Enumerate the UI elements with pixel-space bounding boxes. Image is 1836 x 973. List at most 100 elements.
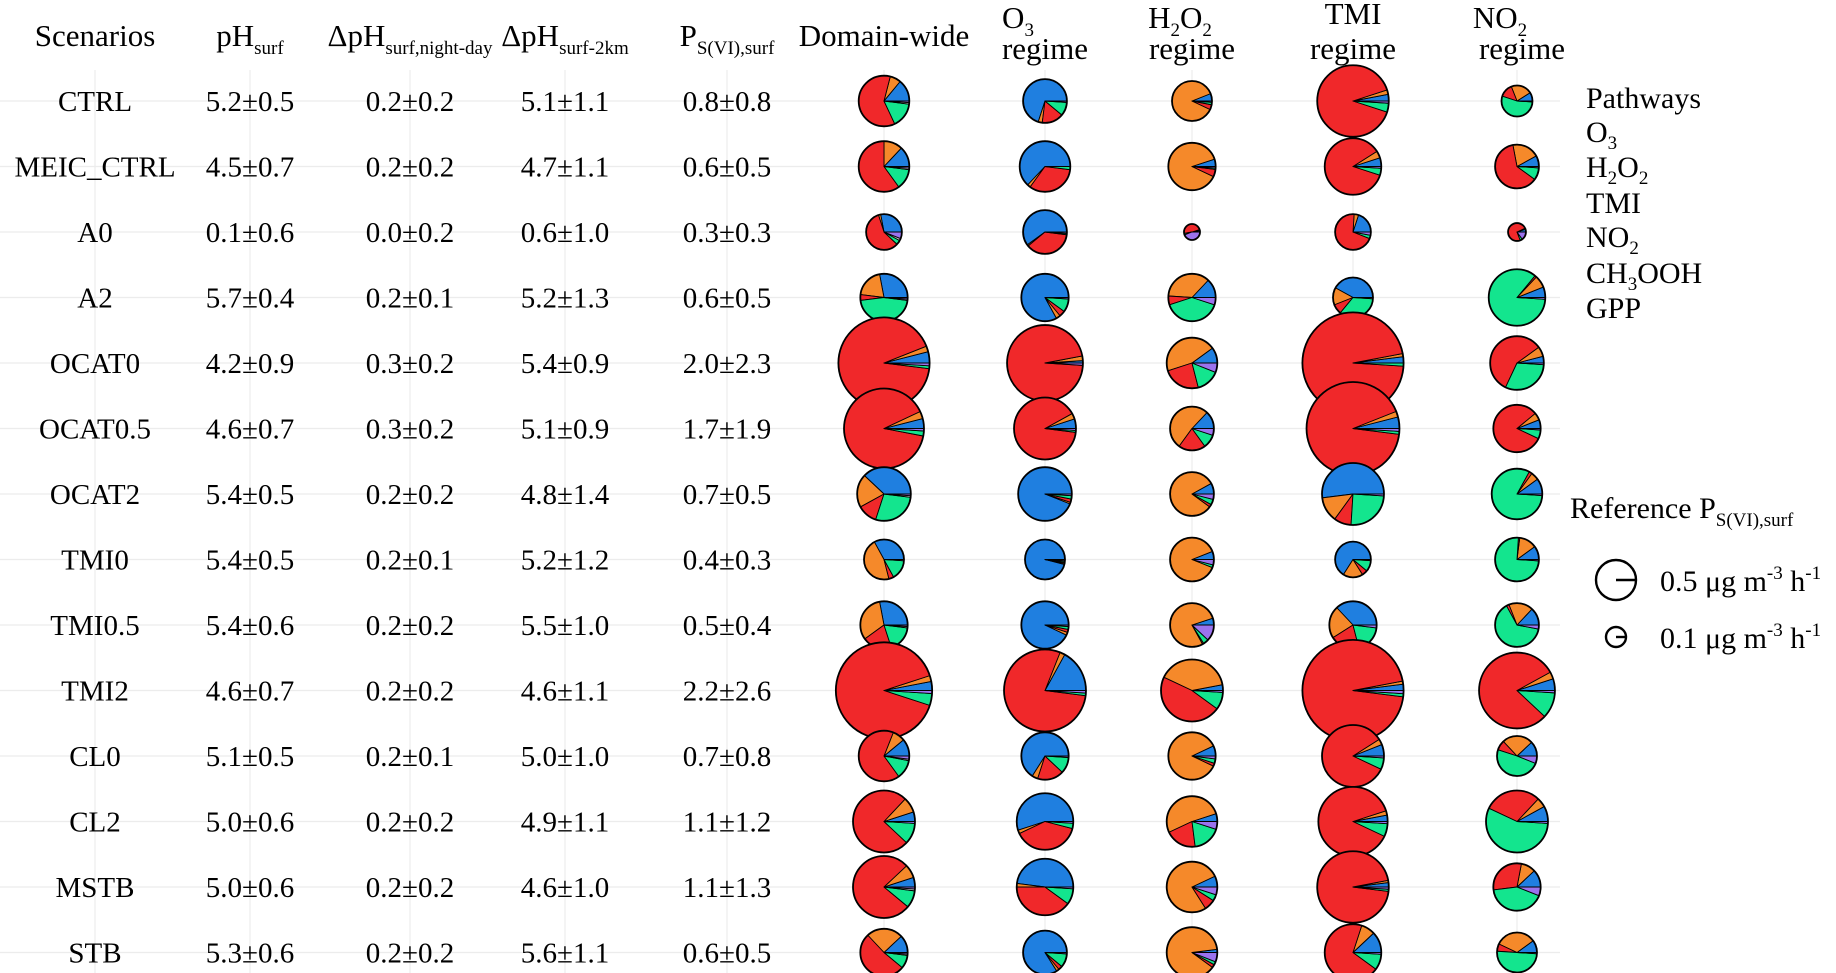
header-no2-regime-line1: NO2 [1473, 0, 1527, 41]
pie-no2-regime [1494, 602, 1540, 648]
cell-scenario: TMI2 [61, 676, 129, 708]
cell-dph-surf-2km: 5.1±1.1 [521, 86, 609, 118]
pie-domain-wide [859, 927, 909, 973]
table-row: OCAT0.5 4.6±0.7 0.3±0.2 5.1±0.9 1.7±1.9 [39, 381, 1542, 476]
pie-o3-regime [1017, 466, 1073, 522]
pie-domain-wide [843, 387, 925, 470]
cell-p-svi-surf: 0.8±0.8 [683, 86, 771, 118]
pie-domain-wide [857, 729, 911, 783]
legend-item-o3: O3 [1586, 116, 1617, 154]
pie-o3-regime [1020, 272, 1070, 323]
pie-domain-wide [863, 538, 905, 581]
pie-outline [1167, 141, 1217, 192]
pie-no2-regime [1485, 789, 1549, 854]
pie-outline [1334, 213, 1372, 251]
cell-scenario: MEIC_CTRL [14, 152, 175, 184]
table-row: CTRL 5.2±0.5 0.2±0.2 5.1±1.1 0.8±0.8 [58, 64, 1534, 138]
cell-scenario: OCAT2 [50, 479, 140, 511]
table-row: A0 0.1±0.6 0.0±0.2 0.6±1.0 0.3±0.3 [77, 209, 1527, 255]
pie-tmi-regime [1316, 850, 1390, 924]
legend-item-h2o2: H2O2 [1586, 151, 1648, 189]
reference-circle-0.1 [1604, 625, 1628, 649]
pie-outline [852, 789, 916, 854]
cell-scenario: CL2 [69, 807, 121, 839]
pie-no2-regime [1494, 143, 1540, 190]
pie-outline [1024, 538, 1066, 581]
pie-h2o2-regime [1160, 658, 1224, 723]
cell-dph-surf-2km: 5.2±1.3 [521, 283, 609, 315]
pie-domain-wide [852, 789, 916, 854]
cell-dph-surf-2km: 4.7±1.1 [521, 152, 609, 184]
pie-o3-regime [1006, 324, 1084, 402]
pie-outline [1013, 396, 1077, 461]
cell-ph-surf: 5.0±0.6 [206, 807, 294, 839]
pie-h2o2-regime [1167, 141, 1217, 192]
pie-outline [1015, 857, 1075, 917]
pie-outline [1496, 735, 1538, 777]
cell-dph-night-day: 0.2±0.2 [366, 872, 454, 904]
header-h2o2-regime-line1: H2O2 [1148, 0, 1212, 41]
pie-o3-regime [1020, 731, 1070, 781]
legend-reference-label-0.5: 0.5 μg m-3 h-1 [1660, 563, 1821, 598]
cell-scenario: MSTB [56, 872, 135, 904]
pie-tmi-regime [1321, 724, 1385, 788]
pie-outline [1316, 850, 1390, 924]
table-row: MSTB 5.0±0.6 0.2±0.2 4.6±1.0 1.1±1.3 [56, 850, 1542, 924]
pie-domain-wide [857, 140, 911, 193]
legend-reference-label-0.1: 0.1 μg m-3 h-1 [1660, 620, 1821, 655]
pie-h2o2-regime [1171, 80, 1213, 122]
header-domain-wide: Domain-wide [799, 18, 969, 53]
table-row: MEIC_CTRL 4.5±0.7 0.2±0.2 4.7±1.1 0.6±0.5 [14, 137, 1540, 196]
pie-outline [1018, 140, 1072, 193]
pie-outline [1323, 137, 1383, 196]
cell-ph-surf: 5.4±0.5 [206, 479, 294, 511]
pie-tmi-regime [1317, 785, 1389, 858]
pie-slice [1016, 858, 1074, 888]
cell-dph-night-day: 0.2±0.2 [366, 610, 454, 642]
pie-no2-regime [1496, 735, 1538, 777]
cell-scenario: TMI0.5 [50, 610, 139, 642]
cell-ph-surf: 5.1±0.5 [206, 741, 294, 773]
pie-outline [859, 927, 909, 973]
pie-tmi-regime [1334, 540, 1372, 579]
pie-no2-regime [1496, 931, 1538, 973]
pie-outline [1165, 336, 1219, 390]
pie-o3-regime [1022, 929, 1068, 973]
pie-domain-wide [856, 466, 912, 522]
pie-outline [857, 74, 911, 128]
cell-dph-surf-2km: 5.0±1.0 [521, 741, 609, 773]
cell-dph-surf-2km: 5.6±1.1 [521, 938, 609, 970]
pie-slice [1496, 950, 1538, 973]
cell-p-svi-surf: 0.6±0.5 [683, 938, 771, 970]
pie-outline [1316, 64, 1390, 138]
pie-outline [1022, 209, 1068, 255]
cell-p-svi-surf: 0.7±0.5 [683, 479, 771, 511]
pie-outline [1169, 602, 1215, 648]
cell-dph-night-day: 0.2±0.2 [366, 676, 454, 708]
pie-domain-wide [857, 74, 911, 128]
legend-reference-title: Reference PS(VI),surf [1570, 492, 1794, 531]
pie-outline [863, 538, 905, 581]
pie-no2-regime [1507, 222, 1527, 242]
pie-outline [1167, 272, 1217, 323]
header-p-svi-surf: PS(VI),surf [680, 18, 775, 59]
table-row: CL2 5.0±0.6 0.2±0.2 4.9±1.1 1.1±1.2 [69, 785, 1549, 858]
reference-circle-0.5 [1594, 558, 1638, 602]
cell-scenario: STB [68, 938, 121, 970]
pie-no2-regime [1494, 536, 1540, 583]
cell-p-svi-surf: 2.0±2.3 [683, 348, 771, 380]
pie-o3-regime [1024, 538, 1066, 581]
cell-scenario: OCAT0 [50, 348, 140, 380]
cell-dph-night-day: 0.3±0.2 [366, 414, 454, 446]
legend-item-ch3ooh: CH3OOH [1586, 257, 1702, 295]
pie-h2o2-regime [1165, 926, 1219, 973]
pie-no2-regime [1478, 651, 1556, 730]
cell-dph-night-day: 0.2±0.2 [366, 152, 454, 184]
pie-outline [1160, 658, 1224, 723]
table-row: A2 5.7±0.4 0.2±0.1 5.2±1.3 0.6±0.5 [77, 268, 1547, 327]
cell-dph-night-day: 0.2±0.1 [366, 545, 454, 577]
cell-ph-surf: 4.5±0.7 [206, 152, 294, 184]
header-dph-night-day: ΔpHsurf,night-day [328, 18, 493, 59]
legend-item-gpp: GPP [1586, 292, 1641, 325]
pie-outline [1169, 471, 1215, 517]
